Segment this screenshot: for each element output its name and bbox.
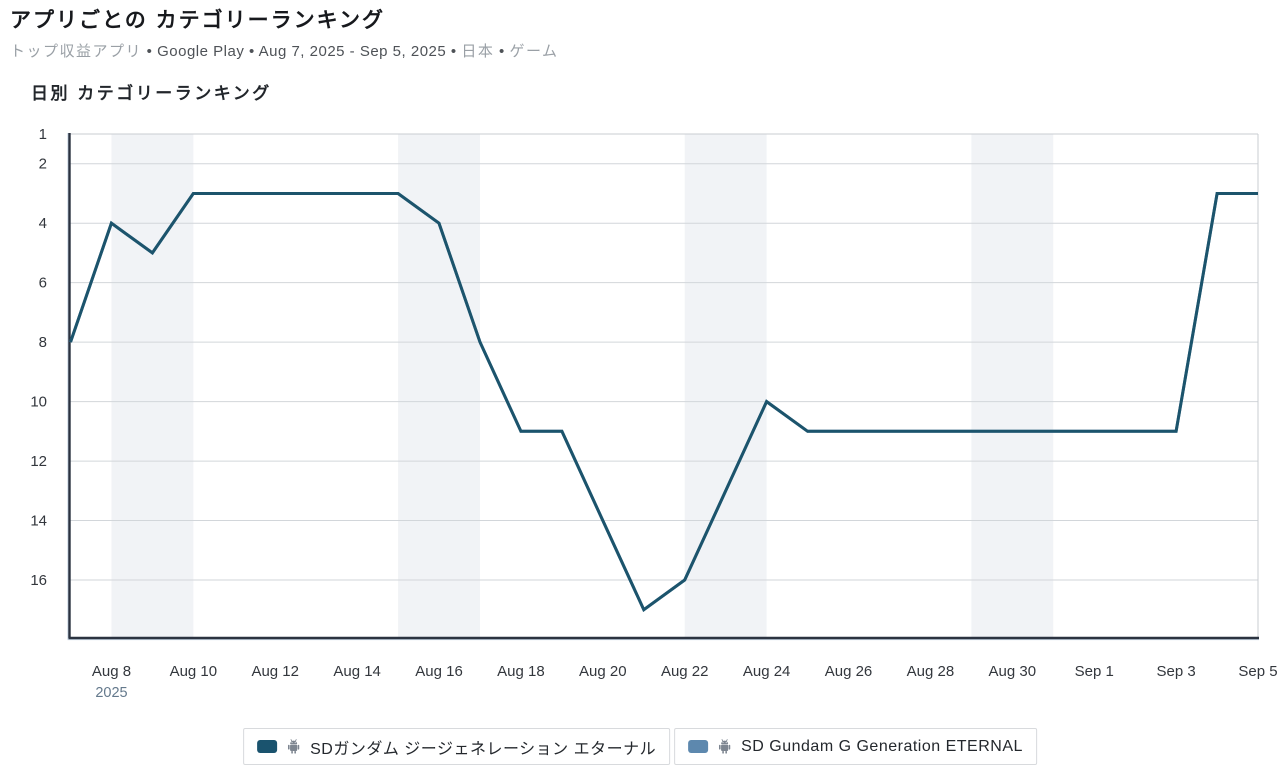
x-tick-label: Aug 10: [170, 663, 218, 680]
y-tick-label: 1: [39, 126, 47, 143]
legend-label: SD Gundam G Generation ETERNAL: [741, 737, 1023, 755]
android-icon: [718, 739, 731, 754]
y-tick-label: 10: [30, 394, 47, 411]
page-title: アプリごとの カテゴリーランキング: [10, 9, 385, 32]
y-tick-label: 8: [39, 334, 47, 351]
page-subtitle: トップ収益アプリ • Google Play • Aug 7, 2025 - S…: [10, 40, 559, 61]
x-tick-label: Aug 16: [415, 663, 463, 680]
x-tick-label: Aug 18: [497, 663, 545, 680]
x-tick-label: Aug 30: [989, 663, 1037, 680]
x-tick-label: Aug 8: [92, 663, 131, 680]
chart-legend: SDガンダム ジージェネレーション エターナル SD Gundam G Gener…: [243, 728, 1037, 765]
subtitle-segment: Google Play: [157, 43, 245, 60]
chart-title: 日別 カテゴリーランキング: [31, 84, 272, 103]
series-line-1: [69, 192, 1258, 612]
x-tick-label: Sep 5: [1238, 663, 1277, 680]
subtitle-segment: •: [446, 43, 462, 60]
y-tick-label: 4: [39, 215, 47, 232]
x-tick-label: Aug 26: [825, 663, 873, 680]
subtitle-segment: Aug 7, 2025 - Sep 5, 2025: [258, 43, 447, 60]
legend-item-2[interactable]: SD Gundam G Generation ETERNAL: [674, 728, 1037, 765]
subtitle-segment: •: [244, 43, 259, 60]
x-tick-label: Sep 3: [1157, 663, 1196, 680]
legend-swatch: [688, 740, 709, 753]
legend-swatch: [257, 740, 278, 753]
weekend-band: [971, 134, 1054, 637]
y-tick-label: 14: [30, 513, 47, 530]
x-axis-year-label: 2025: [95, 685, 127, 701]
weekend-band: [111, 134, 194, 637]
y-tick-label: 16: [30, 572, 47, 589]
legend-item-1[interactable]: SDガンダム ジージェネレーション エターナル: [243, 728, 671, 765]
x-tick-label: Aug 28: [907, 663, 955, 680]
android-icon: [287, 739, 300, 754]
weekend-band: [398, 134, 480, 637]
legend-label: SDガンダム ジージェネレーション エターナル: [310, 740, 657, 758]
weekend-band: [684, 134, 767, 637]
y-tick-label: 12: [30, 453, 47, 470]
x-tick-label: Aug 22: [661, 663, 709, 680]
x-tick-label: Aug 20: [579, 663, 627, 680]
x-tick-label: Aug 24: [743, 663, 791, 680]
x-tick-label: Aug 12: [251, 663, 299, 680]
subtitle-segment: ゲーム: [509, 43, 559, 60]
subtitle-segment: •: [494, 43, 510, 60]
subtitle-segment: 日本: [461, 43, 495, 60]
x-tick-label: Aug 14: [333, 663, 381, 680]
y-tick-label: 6: [39, 275, 47, 292]
x-tick-label: Sep 1: [1075, 663, 1114, 680]
subtitle-segment: トップ収益アプリ: [10, 43, 143, 60]
y-tick-label: 2: [39, 156, 47, 173]
subtitle-segment: •: [142, 43, 158, 60]
